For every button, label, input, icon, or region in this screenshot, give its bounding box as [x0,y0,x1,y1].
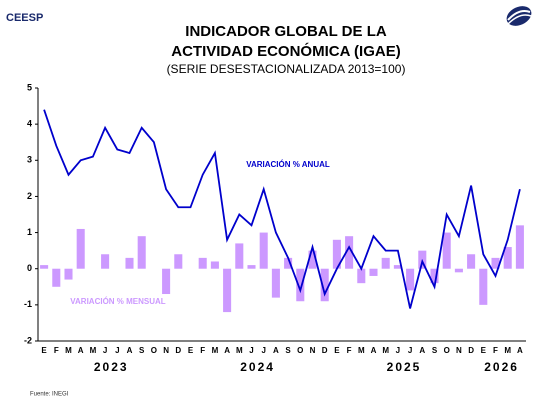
x-tick-label: M [236,346,243,355]
bar [223,268,232,313]
x-tick-label: J [115,346,119,355]
y-tick-label: 4 [27,119,32,129]
bar [137,236,146,269]
x-tick-label: E [188,346,194,355]
y-tick-label: -1 [24,299,32,309]
x-tick-label: S [432,346,438,355]
source: Fuente: INEGI [30,392,69,398]
bar [64,268,73,280]
bar [430,268,439,284]
bar [101,254,110,269]
bar [247,265,256,269]
x-tick-label: A [517,346,523,355]
bar [125,257,134,269]
bar [308,250,317,269]
bar [357,268,366,284]
x-tick-label: A [224,346,230,355]
bar [320,268,329,302]
bar [284,257,293,269]
y-tick-label: 3 [27,155,32,165]
y-tick-label: 1 [27,227,32,237]
x-tick-label: A [273,346,279,355]
logo [506,6,532,26]
x-tick-label: S [285,346,291,355]
x-tick-label: D [468,346,474,355]
x-tick-label: M [90,346,97,355]
bar [332,239,341,269]
x-tick-label: O [444,346,450,355]
bar [442,232,451,269]
x-tick-label: M [358,346,365,355]
bar [271,268,280,298]
bar [515,225,524,269]
x-tick-label: M [504,346,511,355]
bar [198,257,207,269]
x-tick-label: J [408,346,412,355]
bar [259,232,268,269]
y-tick-label: -2 [24,335,32,345]
x-tick-label: S [139,346,145,355]
bar [296,268,305,302]
bar [40,265,49,269]
x-tick-label: J [261,346,265,355]
x-tick-label: M [382,346,389,355]
x-tick-label: M [212,346,219,355]
x-tick-label: J [249,346,253,355]
year-label: 2023 [94,360,129,374]
x-tick-label: J [396,346,400,355]
x-tick-label: N [456,346,462,355]
chart-title: ACTIVIDAD ECONÓMICA (IGAE) [171,42,400,60]
x-tick-label: D [175,346,181,355]
chart-subtitle: (SERIE DESESTACIONALIZADA 2013=100) [167,62,406,76]
bar [76,228,85,269]
x-tick-label: F [347,346,352,355]
y-tick-label: 2 [27,191,32,201]
x-tick-label: F [54,346,59,355]
x-tick-label: A [371,346,377,355]
bar [345,236,354,269]
x-tick-label: D [322,346,328,355]
x-tick-label: F [493,346,498,355]
bar [162,268,171,295]
x-tick-label: E [481,346,487,355]
bar [369,268,378,276]
bar [393,265,402,269]
bar [210,261,219,269]
x-tick-label: A [419,346,425,355]
x-tick-label: E [334,346,340,355]
year-label: 2024 [240,360,275,374]
bar [52,268,61,287]
bar [174,254,183,269]
bar [454,268,463,273]
y-tick-label: 0 [27,263,32,273]
x-tick-label: E [41,346,47,355]
bar [503,247,512,269]
x-tick-label: A [127,346,133,355]
bar [479,268,488,305]
x-tick-label: N [310,346,316,355]
bar [235,243,244,269]
bar [467,254,476,269]
brand: CEESP [6,12,43,24]
year-label: 2025 [387,360,422,374]
x-tick-label: O [151,346,157,355]
chart-title: INDICADOR GLOBAL DE LA [185,23,387,40]
x-tick-label: M [65,346,72,355]
series-label: VARIACIÓN % ANUAL [246,160,330,169]
y-tick-label: 5 [27,82,32,92]
x-tick-label: A [78,346,84,355]
bar [381,257,390,269]
year-label: 2026 [484,360,519,374]
bar [406,268,415,291]
x-tick-label: O [297,346,303,355]
series-label: VARIACIÓN % MENSUAL [70,297,166,306]
line [43,109,521,309]
x-tick-label: F [200,346,205,355]
x-tick-label: J [103,346,107,355]
bar [491,257,500,269]
x-tick-label: N [163,346,169,355]
